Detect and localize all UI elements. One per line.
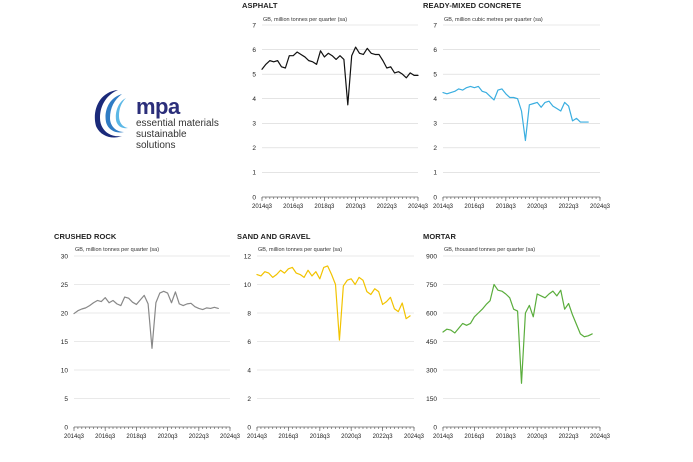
x-tick-label: 2020q3 xyxy=(346,204,367,210)
series-line xyxy=(73,290,219,349)
y-tick-label: 10 xyxy=(244,282,252,289)
chart-ylabel: GB, thousand tonnes per quarter (sa) xyxy=(444,247,535,253)
chart-panel-0: ASPHALT GB, million tonnes per quarter (s… xyxy=(242,1,429,210)
x-tick-label: 2016q3 xyxy=(95,434,116,440)
y-tick-label: 30 xyxy=(61,253,69,260)
y-tick-label: 4 xyxy=(247,367,251,374)
y-tick-label: 20 xyxy=(61,310,69,317)
y-tick-label: 0 xyxy=(433,194,437,201)
logo-tagline-2: sustainable solutions xyxy=(136,129,187,151)
series-line xyxy=(256,265,411,341)
chart-ylabel: GB, million tonnes per quarter (sa) xyxy=(258,247,342,253)
y-tick-label: 6 xyxy=(433,47,437,54)
chart-title: CRUSHED ROCK xyxy=(54,232,117,241)
y-tick-label: 4 xyxy=(433,96,437,103)
y-tick-label: 5 xyxy=(433,71,437,78)
y-tick-label: 7 xyxy=(433,22,437,29)
x-tick-label: 2022q3 xyxy=(373,434,394,440)
y-tick-label: 10 xyxy=(61,367,69,374)
x-tick-label: 2018q3 xyxy=(314,204,335,210)
series-line xyxy=(442,85,589,142)
y-tick-label: 0 xyxy=(64,424,68,431)
x-tick-label: 2024q3 xyxy=(408,204,429,210)
logo-tagline-1: essential materials xyxy=(136,118,219,129)
y-tick-label: 4 xyxy=(252,96,256,103)
x-tick-label: 2022q3 xyxy=(559,204,580,210)
x-tick-label: 2014q3 xyxy=(252,204,273,210)
x-tick-label: 2020q3 xyxy=(527,434,548,440)
y-tick-label: 3 xyxy=(433,121,437,128)
x-tick-label: 2024q3 xyxy=(404,434,425,440)
chart-title: MORTAR xyxy=(423,232,456,241)
x-tick-label: 2018q3 xyxy=(126,434,147,440)
y-tick-label: 15 xyxy=(61,339,69,346)
y-tick-label: 750 xyxy=(426,282,437,289)
y-tick-label: 12 xyxy=(244,253,252,260)
y-tick-label: 6 xyxy=(252,47,256,54)
chart-ylabel: GB, million tonnes per quarter (sa) xyxy=(75,247,159,253)
y-tick-label: 5 xyxy=(252,71,256,78)
y-tick-label: 3 xyxy=(252,121,256,128)
x-tick-label: 2022q3 xyxy=(559,434,580,440)
x-tick-label: 2014q3 xyxy=(64,434,85,440)
x-tick-label: 2018q3 xyxy=(310,434,331,440)
x-tick-label: 2016q3 xyxy=(464,204,485,210)
y-tick-label: 1 xyxy=(252,170,256,177)
chart-panel-3: SAND AND GRAVEL GB, million tonnes per qu… xyxy=(237,232,425,440)
chart-title: READY-MIXED CONCRETE xyxy=(423,1,521,10)
y-tick-label: 0 xyxy=(433,424,437,431)
y-tick-label: 25 xyxy=(61,282,69,289)
x-tick-label: 2014q3 xyxy=(247,434,268,440)
x-tick-label: 2014q3 xyxy=(433,204,454,210)
y-tick-label: 300 xyxy=(426,367,437,374)
x-tick-label: 2024q3 xyxy=(220,434,241,440)
y-tick-label: 0 xyxy=(252,194,256,201)
x-tick-label: 2024q3 xyxy=(590,434,611,440)
y-tick-label: 450 xyxy=(426,339,437,346)
mpa-logo: mpa essential materials sustainable solu… xyxy=(88,82,228,152)
y-tick-label: 6 xyxy=(247,339,251,346)
chart-panel-4: MORTAR GB, thousand tonnes per quarter (s… xyxy=(423,232,611,440)
x-tick-label: 2018q3 xyxy=(496,434,517,440)
chart-ylabel: GB, million cubic metres per quarter (sa… xyxy=(444,17,543,23)
y-tick-label: 8 xyxy=(247,310,251,317)
x-tick-label: 2024q3 xyxy=(590,204,611,210)
x-tick-label: 2020q3 xyxy=(158,434,179,440)
logo-wordmark: mpa xyxy=(136,94,180,119)
y-tick-label: 2 xyxy=(252,145,256,152)
y-tick-label: 150 xyxy=(426,396,437,403)
x-tick-label: 2018q3 xyxy=(496,204,517,210)
logo-text: mpa essential materials sustainable solu… xyxy=(136,94,228,152)
x-tick-label: 2014q3 xyxy=(433,434,454,440)
y-tick-label: 0 xyxy=(247,424,251,431)
x-tick-label: 2016q3 xyxy=(278,434,299,440)
x-tick-label: 2020q3 xyxy=(527,204,548,210)
x-tick-label: 2022q3 xyxy=(189,434,210,440)
chart-title: ASPHALT xyxy=(242,1,278,10)
series-line xyxy=(261,46,419,106)
y-tick-label: 900 xyxy=(426,253,437,260)
logo-swoosh-icon xyxy=(94,90,128,138)
y-tick-label: 7 xyxy=(252,22,256,29)
y-tick-label: 600 xyxy=(426,310,437,317)
series-line xyxy=(442,283,593,384)
chart-title: SAND AND GRAVEL xyxy=(237,232,311,241)
x-tick-label: 2016q3 xyxy=(283,204,304,210)
x-tick-label: 2022q3 xyxy=(377,204,398,210)
chart-panel-1: READY-MIXED CONCRETE GB, million cubic me… xyxy=(423,1,611,210)
chart-ylabel: GB, million tonnes per quarter (sa) xyxy=(263,17,347,23)
y-tick-label: 2 xyxy=(433,145,437,152)
y-tick-label: 1 xyxy=(433,170,437,177)
chart-panel-2: CRUSHED ROCK GB, million tonnes per quart… xyxy=(54,232,241,440)
x-tick-label: 2016q3 xyxy=(464,434,485,440)
y-tick-label: 5 xyxy=(64,396,68,403)
x-tick-label: 2020q3 xyxy=(341,434,362,440)
y-tick-label: 2 xyxy=(247,396,251,403)
